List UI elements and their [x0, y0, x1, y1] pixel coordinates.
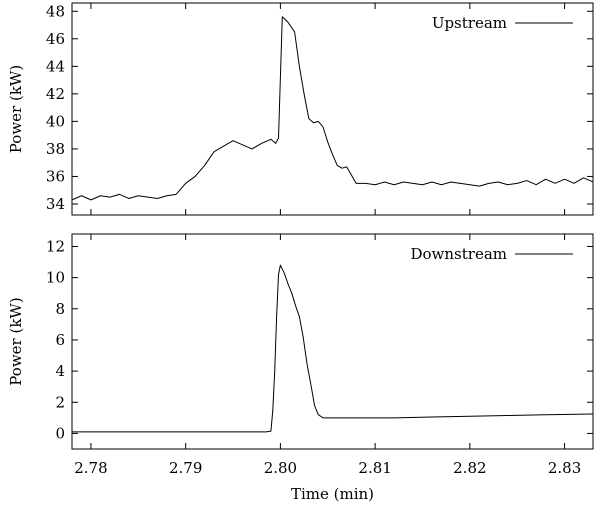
series-line-upstream [71, 16, 594, 201]
x-tick-label: 2.81 [358, 459, 391, 477]
y-tick-label: 36 [46, 167, 65, 185]
x-axis-label: Time (min) [291, 485, 374, 503]
plot-frame [71, 233, 594, 450]
x-tick-label: 2.80 [264, 459, 297, 477]
plot-frame [71, 2, 594, 216]
x-tick-label: 2.83 [548, 459, 581, 477]
y-axis-label: Power (kW) [7, 297, 25, 385]
y-tick-label: 6 [55, 331, 65, 349]
y-tick-label: 42 [46, 85, 65, 103]
y-tick-label: 44 [46, 57, 65, 75]
y-tick-label: 46 [46, 30, 65, 48]
y-tick-label: 34 [46, 195, 65, 213]
y-tick-label: 0 [55, 424, 65, 442]
y-tick-label: 40 [46, 112, 65, 130]
legend-label: Upstream [432, 14, 507, 32]
y-tick-label: 4 [55, 362, 65, 380]
legend-label: Downstream [411, 245, 508, 263]
chart-panel-2: 0 2 4 6 8 10 12 2.78 2.79 2.80 2.81 2.82 2.83 Power (… [7, 233, 594, 503]
x-tick-label: 2.82 [453, 459, 486, 477]
x-tick-label: 2.78 [74, 459, 107, 477]
y-tick-label: 10 [46, 269, 65, 287]
series-line-downstream [72, 264, 594, 433]
y-tick-label: 48 [46, 2, 65, 20]
y-axis-label: Power (kW) [7, 65, 25, 153]
x-tick-label: 2.79 [169, 459, 202, 477]
chart-panel-1: 34 36 38 40 42 44 46 48 Power (kW) Upstream [7, 2, 594, 216]
y-tick-label: 12 [46, 237, 65, 255]
y-tick-label: 8 [55, 300, 65, 318]
y-tick-label: 2 [55, 393, 65, 411]
y-tick-label: 38 [46, 140, 65, 158]
